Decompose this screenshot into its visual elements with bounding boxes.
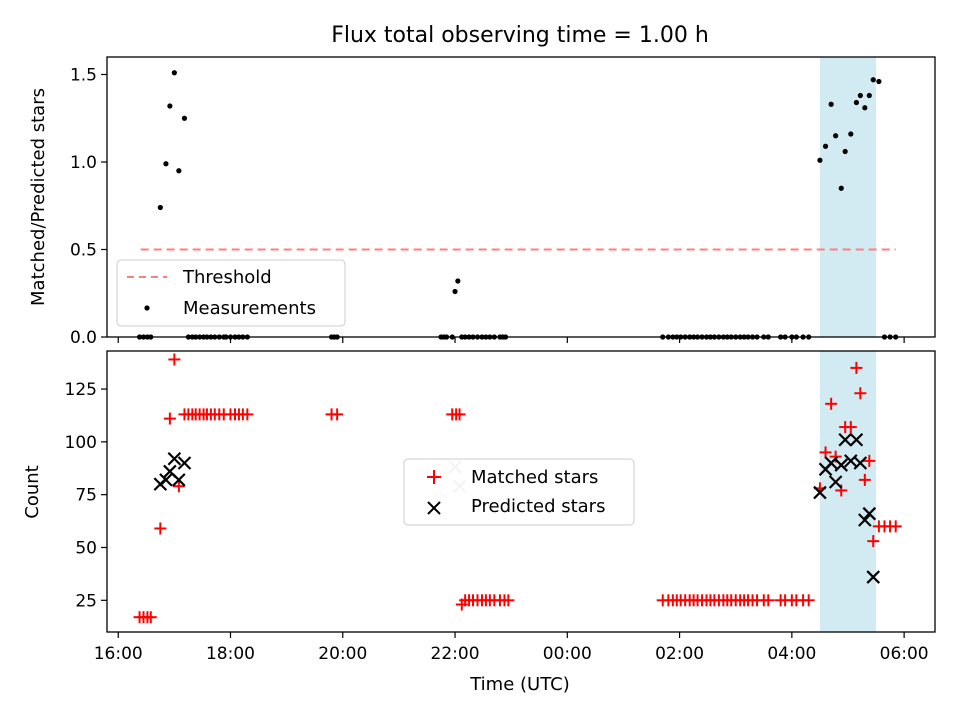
measurements-point (822, 143, 829, 149)
matched-stars-point (453, 408, 466, 421)
matched-stars-point (867, 535, 880, 548)
matched-stars-point (863, 454, 876, 467)
predicted-stars-point (167, 451, 182, 466)
matched-stars-point (762, 594, 775, 607)
measurements-point (157, 204, 163, 211)
matched-stars-point (819, 446, 832, 459)
y-tick-label: 0.5 (70, 241, 97, 261)
matched-stars-point (163, 412, 176, 425)
measurements-point (862, 105, 868, 111)
measurements-point (842, 148, 848, 155)
matched-stars-point (168, 353, 181, 366)
matched-stars-point (844, 421, 857, 434)
matched-stars-point (241, 408, 254, 421)
counts-x-ticks: 16:00 18:00 20:00 22:00 00:00 02:00 04:00 06:00 (94, 632, 929, 664)
matched-stars-point (172, 480, 185, 493)
counts-marks (133, 353, 902, 624)
y-tick-label: 100 (65, 433, 97, 453)
observing-window-span (819, 57, 877, 337)
matched-stars-point (144, 611, 157, 624)
measurements-point (870, 77, 876, 83)
counts-panel: 16:00 18:00 20:00 22:00 00:00 02:00 04:00 06:00… (22, 350, 936, 664)
predicted-stars-point (838, 432, 852, 447)
matched-stars-point (858, 473, 871, 486)
predicted-legend-swatch (427, 501, 441, 515)
observing-window-span (819, 351, 877, 632)
y-tick-label: 25 (75, 591, 97, 611)
predicted-stars-point (824, 456, 838, 470)
matched-stars-point (850, 361, 863, 374)
counts-legend: Matched stars Predicted stars (403, 458, 635, 526)
predicted-stars-point (177, 456, 192, 470)
predicted-stars-point (834, 458, 849, 472)
matched-stars-point (331, 408, 344, 421)
ratio-y-axis-label: Matched/Predicted stars (28, 88, 49, 306)
measurements-point (853, 99, 860, 106)
measurements-point (848, 131, 854, 137)
y-tick-label: 125 (65, 380, 97, 400)
x-tick-label: 02:00 (655, 644, 704, 664)
x-axis-label: Time (UTC) (469, 674, 570, 695)
x-tick-label: 06:00 (880, 644, 929, 664)
ratio-y-ticks: 0.0 0.5 1.0 1.5 (70, 66, 107, 348)
x-tick-label: 16:00 (94, 644, 143, 664)
predicted-stars-point (813, 485, 827, 500)
y-tick-label: 0.0 (70, 328, 97, 348)
predicted-legend-label: Predicted stars (471, 496, 605, 517)
matched-stars-point (854, 387, 867, 400)
predicted-stars-point (853, 456, 868, 470)
x-tick-label: 04:00 (767, 644, 816, 664)
y-tick-label: 75 (75, 486, 97, 506)
predicted-stars-point (858, 513, 872, 527)
predicted-stars-point (172, 473, 186, 487)
counts-y-ticks: 25 50 75 100 125 (65, 380, 107, 611)
predicted-stars-point (828, 475, 843, 489)
matched-stars-point (802, 594, 815, 607)
measurements-point (167, 103, 173, 109)
ratio-legend-box (116, 259, 346, 327)
measurements-point (181, 115, 188, 121)
matched-legend-swatch (427, 470, 441, 484)
y-tick-label: 1.0 (70, 153, 97, 173)
measurements-point (876, 78, 882, 85)
y-tick-label: 1.5 (70, 66, 97, 86)
predicted-stars-point (866, 570, 881, 584)
x-tick-label: 22:00 (431, 644, 480, 664)
measurements-point (833, 133, 839, 139)
measurements-point (452, 288, 458, 295)
threshold-legend-label: Threshold (182, 267, 272, 288)
counts-axes-frame (106, 350, 936, 633)
matched-stars-point (889, 520, 902, 533)
predicted-stars-point (862, 506, 877, 521)
ratio-panel: 0.0 0.5 1.0 1.5 Matched/Predicted stars Thr… (28, 56, 936, 348)
measurements-point (455, 278, 461, 284)
ratio-axes-frame (106, 56, 936, 338)
predicted-stars-point (159, 473, 173, 487)
chart-title: Flux total observing time = 1.00 h (331, 23, 709, 48)
measurements-point (828, 101, 834, 107)
measurements-point (171, 70, 177, 76)
matched-legend-label: Matched stars (471, 467, 598, 488)
measurements-point (176, 168, 182, 174)
matched-stars-point (502, 594, 515, 607)
measurements-legend-label: Measurements (183, 298, 316, 319)
x-tick-label: 00:00 (543, 644, 592, 664)
y-tick-label: 50 (75, 538, 97, 558)
measurements-legend-swatch (144, 305, 150, 311)
ratio-legend: Threshold Measurements (116, 259, 346, 327)
counts-y-axis-label: Count (22, 465, 43, 518)
measurements-point (866, 92, 872, 99)
x-tick-label: 18:00 (206, 644, 255, 664)
measurements-point (838, 185, 844, 191)
matched-stars-point (154, 522, 167, 535)
measurements-point (163, 161, 169, 167)
x-tick-label: 20:00 (318, 644, 367, 664)
ratio-x-ticks (117, 337, 905, 343)
measurements-point (857, 92, 863, 99)
predicted-stars-point (849, 432, 864, 447)
counts-legend-box (403, 458, 635, 526)
matched-stars-point (825, 397, 838, 410)
measurements-point (817, 157, 823, 163)
